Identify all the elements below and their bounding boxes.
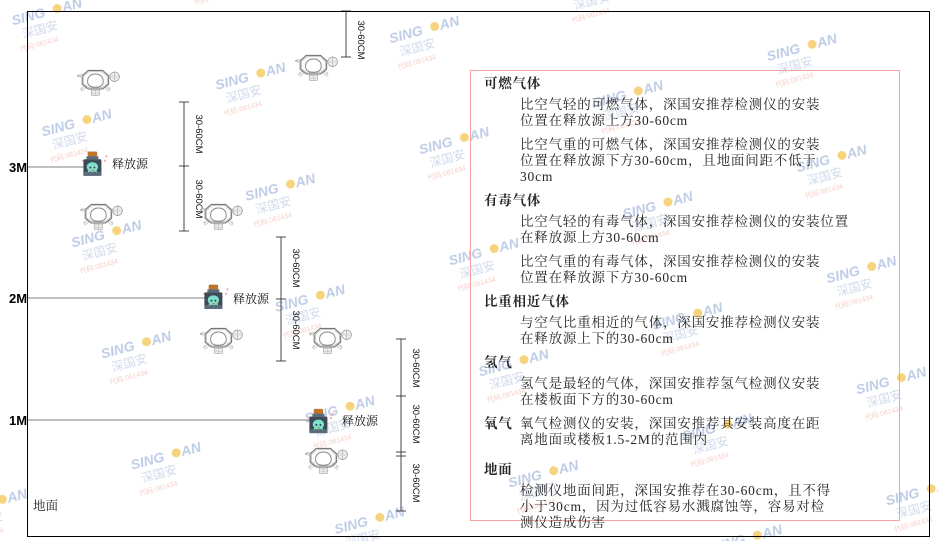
svg-text:2M: 2M (9, 291, 27, 306)
svg-text:1M: 1M (9, 413, 27, 428)
svg-text:3M: 3M (9, 160, 27, 175)
